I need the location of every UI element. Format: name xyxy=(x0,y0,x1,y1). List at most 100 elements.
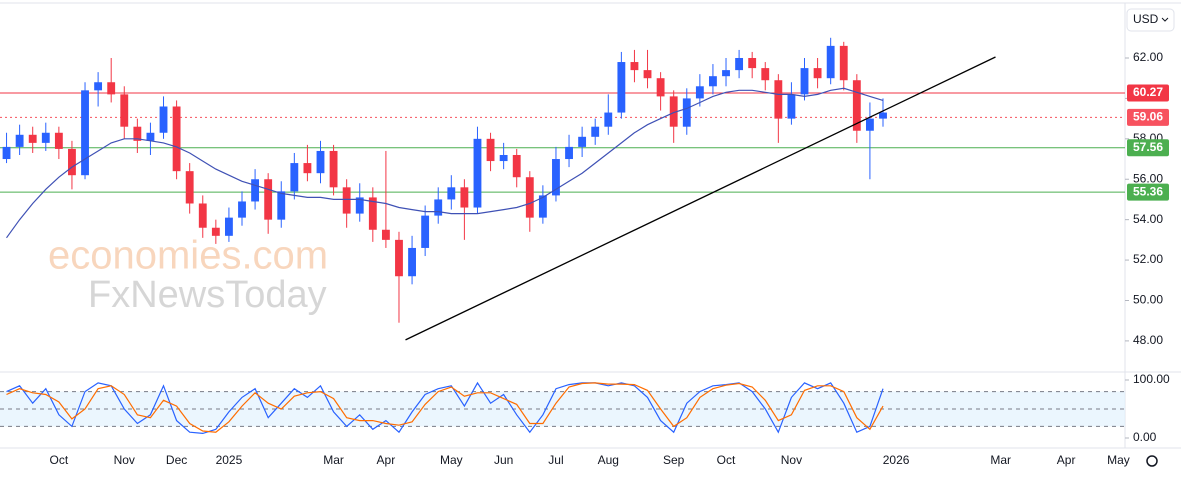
stoch-line xyxy=(6,382,884,433)
x-tick-label: Apr xyxy=(377,453,396,467)
candle-body xyxy=(486,138,495,162)
candle-body xyxy=(865,118,874,131)
candle-body xyxy=(813,68,822,79)
moving-average xyxy=(6,87,884,239)
dropdown-icon xyxy=(1161,17,1169,22)
candle-body xyxy=(695,86,704,99)
x-tick-label: May xyxy=(1107,453,1130,467)
x-tick-label: Sep xyxy=(663,453,685,467)
candle-body xyxy=(473,138,482,208)
candle-body xyxy=(316,150,325,174)
candle-body xyxy=(722,70,730,77)
trendline xyxy=(405,56,996,341)
candle-body xyxy=(198,203,207,228)
level-label: 60.27 xyxy=(1133,85,1163,99)
candle-body xyxy=(761,68,770,81)
level-label: 57.56 xyxy=(1133,140,1163,154)
watermark: economies.com xyxy=(48,234,328,278)
y-tick-label: 56.00 xyxy=(1133,171,1163,185)
candle-body xyxy=(525,177,534,218)
candle-body xyxy=(552,159,560,196)
y-tick-label: 50.00 xyxy=(1133,293,1163,307)
x-tick-label: Oct xyxy=(50,453,69,467)
candle-body xyxy=(408,247,416,277)
settings-icon[interactable] xyxy=(1146,455,1158,467)
candle-body xyxy=(565,146,573,160)
x-tick-label: Mar xyxy=(323,453,344,467)
candle-body xyxy=(185,171,194,204)
x-tick-label: Dec xyxy=(166,453,187,467)
candle-body xyxy=(28,134,37,143)
candle-body xyxy=(94,82,103,91)
y-tick-label: 100.00 xyxy=(1133,372,1170,386)
y-tick-label: 54.00 xyxy=(1133,212,1163,226)
level-label-box xyxy=(1127,183,1169,201)
candle-body xyxy=(68,148,76,176)
candle-body xyxy=(538,195,547,218)
currency-select[interactable] xyxy=(1126,8,1175,32)
candle-body xyxy=(395,239,403,277)
candle-body xyxy=(342,187,351,214)
candle-body xyxy=(368,197,377,230)
candle-body xyxy=(709,76,717,87)
x-tick-label: Aug xyxy=(598,453,619,467)
x-tick-label: Apr xyxy=(1057,453,1076,467)
level-label-box xyxy=(1127,84,1169,102)
candle-body xyxy=(748,57,757,69)
candle-body xyxy=(852,80,861,131)
level-label-box xyxy=(1127,108,1169,126)
candle-body xyxy=(107,82,116,95)
x-tick-label: Mar xyxy=(990,453,1011,467)
candle-body xyxy=(355,197,364,214)
candle-body xyxy=(826,45,835,79)
candle-body xyxy=(277,191,286,220)
candle-body xyxy=(264,179,273,220)
candle-body xyxy=(447,187,456,200)
candle-body xyxy=(54,132,63,149)
candle-body xyxy=(81,90,89,176)
candle-body xyxy=(251,179,260,202)
candle-body xyxy=(172,106,181,172)
x-tick-label: Nov xyxy=(114,453,135,467)
candle-body xyxy=(434,199,443,216)
y-tick-label: 48.00 xyxy=(1133,333,1163,347)
currency: USD xyxy=(1133,12,1159,26)
candle-body xyxy=(512,154,521,178)
x-tick-label: Jun xyxy=(494,453,513,467)
x-tick-label: Jul xyxy=(548,453,563,467)
candle-body xyxy=(643,70,652,79)
level-label: 59.06 xyxy=(1133,110,1163,124)
candle-body xyxy=(499,154,508,162)
candle-body xyxy=(800,68,809,95)
candle-body xyxy=(787,94,796,119)
candle-body xyxy=(617,62,626,113)
candle-body xyxy=(120,94,129,127)
candle-body xyxy=(238,201,246,218)
candle-body xyxy=(591,126,600,137)
candle-body xyxy=(290,163,299,192)
candle-body xyxy=(303,163,312,174)
candle-body xyxy=(774,80,783,119)
candle-body xyxy=(460,187,469,208)
plot: 62.0060.0058.0056.0054.0052.0050.0048.00… xyxy=(0,37,1170,467)
candle-body xyxy=(146,132,155,141)
candle-body xyxy=(41,132,50,143)
candle-body xyxy=(578,136,587,147)
y-tick-label: 52.00 xyxy=(1133,252,1163,266)
y-tick-label: 0.00 xyxy=(1133,430,1157,444)
x-tick-label: 2026 xyxy=(883,453,910,467)
level-label-box xyxy=(1127,139,1169,157)
candle-body xyxy=(15,134,24,147)
y-tick-label: 62.00 xyxy=(1133,50,1163,64)
candle-body xyxy=(839,45,848,81)
x-tick-label: Oct xyxy=(717,453,736,467)
candle-body xyxy=(421,215,430,248)
candle-body xyxy=(656,78,665,97)
candle-body xyxy=(225,217,233,236)
x-tick-label: 2025 xyxy=(216,453,243,467)
level-label: 55.36 xyxy=(1133,184,1163,198)
x-tick-label: May xyxy=(440,453,463,467)
watermark: FxNewsToday xyxy=(88,274,327,316)
x-tick-label: Nov xyxy=(781,453,802,467)
